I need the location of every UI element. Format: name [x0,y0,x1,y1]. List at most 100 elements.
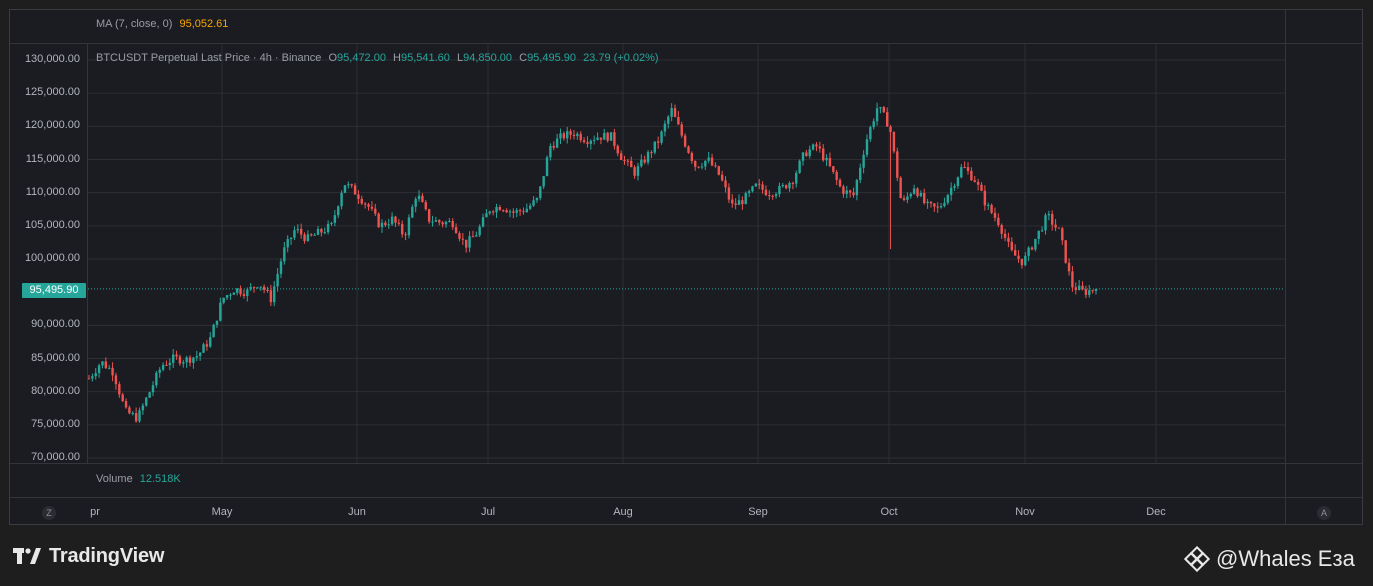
candle-body [966,167,970,171]
volume-legend[interactable]: Volume 12.518K [96,473,181,485]
candle-body [805,152,808,157]
candle-body [892,131,896,152]
candle-body [582,140,586,143]
volume-label: Volume [96,473,133,485]
candle-body [475,235,478,237]
candle-body [710,157,714,166]
candle-body [458,233,461,239]
candle-body [613,132,616,146]
candle-body [936,206,939,208]
candle-body [209,337,212,347]
candle-body [1088,290,1091,295]
candle-body [121,394,124,402]
candle-body [869,127,872,140]
candle-body [310,234,313,236]
candle-body [239,288,242,295]
ma-indicator-legend[interactable]: MA (7, close, 0) 95,052.61 [96,18,228,30]
candle-body [592,139,596,141]
candle-body [303,234,306,241]
price-tick-label: 110,000.00 [25,185,80,198]
candle-body [771,195,774,197]
candle-body [323,232,326,234]
candle-body [414,199,417,207]
candle-body [108,367,111,369]
candle-body [960,167,963,178]
candle-body [104,361,108,369]
candle-body [606,132,609,141]
time-tick-label: Sep [748,506,768,518]
auto-scale-z-button[interactable]: Z [42,506,56,520]
candle-body [912,188,916,194]
candle-body [384,222,387,226]
price-tick-label: 85,000.00 [31,351,80,364]
candle-body [1024,255,1027,266]
candle-body [1051,213,1054,225]
tradingview-wordmark: TradingView [49,544,165,567]
candle-body [774,194,778,197]
candle-body [589,140,593,144]
candle-body [491,211,495,213]
candle-body [646,152,650,163]
time-tick-label: Aug [613,506,633,518]
candle-body [343,185,347,193]
candle-body [566,131,569,139]
candle-body [330,222,333,224]
time-tick-label: May [211,506,233,518]
candle-body [963,167,966,169]
candle-body [427,209,431,222]
candle-body [148,392,151,398]
candle-body [1013,250,1017,256]
candle-body [640,159,643,167]
candle-body [229,294,232,296]
candle-body [212,324,215,338]
candle-body [818,146,822,149]
ma-indicator-value: 95,052.61 [179,18,229,30]
candle-body [320,229,323,233]
candle-body [518,210,522,212]
candle-body [333,215,337,223]
candle-body [246,289,249,296]
candle-body [431,221,434,223]
candle-body [630,160,633,168]
symbol-legend[interactable]: BTCUSDT Perpetual Last Price · 4h · Bina… [96,52,659,64]
high-label: H [393,52,401,64]
candle-body [128,407,131,414]
price-tick-label: 80,000.00 [31,384,80,397]
chart-pane[interactable] [9,9,1363,525]
candle-body [926,201,929,204]
candle-body [347,184,350,186]
candle-body [885,112,889,127]
tradingview-logo[interactable]: TradingView [13,544,164,568]
candle-body [411,206,414,218]
candle-body [929,201,933,204]
candle-body [980,184,983,191]
candle-body [859,167,862,180]
auto-scale-a-button[interactable]: A [1317,506,1331,520]
candle-body [838,179,842,187]
candle-body [1077,285,1081,290]
candle-body [374,208,377,214]
candle-body [468,236,471,248]
candle-body [764,189,768,196]
candle-body [603,132,606,140]
candle-body [909,193,912,197]
candle-body [599,137,603,140]
candle-body [188,357,192,363]
price-tick-label: 105,000.00 [24,218,80,231]
candle-body [545,157,549,177]
volume-pane-separator [10,463,1362,464]
candle-body [451,221,454,228]
candle-body [178,356,182,364]
candle-body [141,405,145,411]
candle-body [899,177,902,199]
candle-body [1040,230,1044,232]
candle-body [111,367,114,376]
candle-body [387,224,390,226]
candle-body [512,211,515,213]
candle-body [690,152,694,161]
watermark-text: @Whales Eзa [1216,546,1355,571]
candle-body [579,133,582,141]
candle-body [973,180,976,182]
candle-body [946,195,950,203]
